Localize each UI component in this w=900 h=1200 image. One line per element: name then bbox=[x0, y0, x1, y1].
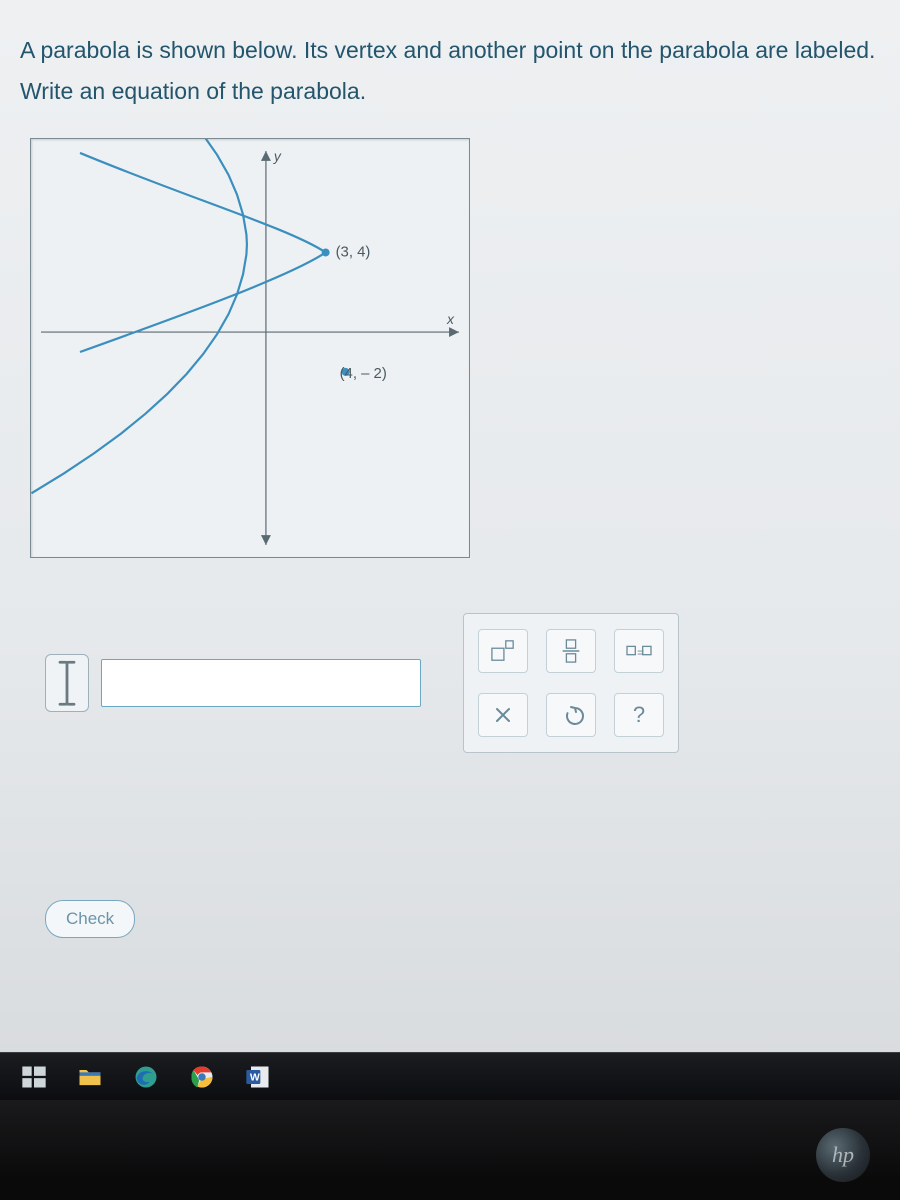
hp-logo: hp bbox=[816, 1128, 870, 1182]
help-glyph: ? bbox=[633, 702, 645, 728]
chrome-button[interactable] bbox=[176, 1056, 228, 1098]
graph: y x (3, 4) (4, – 2) bbox=[30, 138, 470, 558]
math-palette: = ? bbox=[463, 613, 679, 753]
point-label: (4, – 2) bbox=[340, 365, 387, 382]
laptop-bezel: hp bbox=[0, 1100, 900, 1200]
taskbar: W bbox=[0, 1052, 900, 1100]
equation-button[interactable]: = bbox=[614, 629, 664, 673]
x-axis-label: x bbox=[446, 311, 455, 327]
check-label: Check bbox=[66, 909, 114, 928]
file-explorer-button[interactable] bbox=[64, 1056, 116, 1098]
exponent-button[interactable] bbox=[478, 629, 528, 673]
problem-text: A parabola is shown below. Its vertex an… bbox=[20, 30, 880, 113]
check-button[interactable]: Check bbox=[45, 900, 135, 938]
problem-line-1: A parabola is shown below. Its vertex an… bbox=[20, 30, 880, 71]
text-cursor-button[interactable] bbox=[45, 654, 89, 712]
start-button[interactable] bbox=[8, 1056, 60, 1098]
equation-input[interactable] bbox=[101, 659, 421, 707]
problem-line-2: Write an equation of the parabola. bbox=[20, 71, 880, 112]
svg-text:W: W bbox=[250, 1071, 260, 1083]
help-button[interactable]: ? bbox=[614, 693, 664, 737]
fraction-button[interactable] bbox=[546, 629, 596, 673]
problem-panel: A parabola is shown below. Its vertex an… bbox=[0, 0, 900, 1058]
undo-button[interactable] bbox=[546, 693, 596, 737]
word-button[interactable]: W bbox=[232, 1056, 284, 1098]
vertex-label: (3, 4) bbox=[336, 243, 371, 260]
y-axis-label: y bbox=[273, 148, 282, 164]
edge-button[interactable] bbox=[120, 1056, 172, 1098]
hp-logo-text: hp bbox=[832, 1142, 854, 1168]
clear-button[interactable] bbox=[478, 693, 528, 737]
answer-row: = ? bbox=[45, 613, 880, 753]
